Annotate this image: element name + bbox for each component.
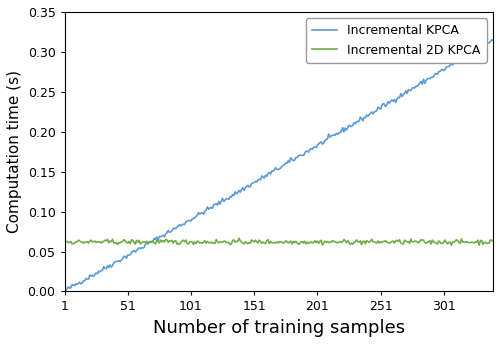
Incremental KPCA <box>436 69 442 74</box>
Incremental 2D KPCA <box>448 243 454 247</box>
Incremental 2D KPCA <box>414 240 420 244</box>
Incremental KPCA <box>124 253 130 257</box>
Incremental KPCA <box>140 246 146 250</box>
Incremental KPCA <box>414 84 420 88</box>
Incremental KPCA <box>406 87 411 92</box>
Incremental 2D KPCA <box>436 239 442 243</box>
Incremental KPCA <box>62 288 68 292</box>
Incremental KPCA <box>322 138 328 142</box>
Incremental KPCA <box>489 38 495 42</box>
Incremental 2D KPCA <box>236 236 242 240</box>
Legend: Incremental KPCA, Incremental 2D KPCA: Incremental KPCA, Incremental 2D KPCA <box>306 18 487 63</box>
X-axis label: Number of training samples: Number of training samples <box>152 319 405 337</box>
Incremental 2D KPCA <box>322 239 328 243</box>
Incremental KPCA <box>490 38 496 42</box>
Incremental 2D KPCA <box>490 238 496 243</box>
Incremental 2D KPCA <box>62 241 68 245</box>
Incremental KPCA <box>63 288 69 292</box>
Incremental 2D KPCA <box>124 240 130 245</box>
Y-axis label: Computation time (s): Computation time (s) <box>7 70 22 233</box>
Incremental 2D KPCA <box>406 239 411 244</box>
Incremental 2D KPCA <box>138 240 144 245</box>
Line: Incremental 2D KPCA: Incremental 2D KPCA <box>64 238 493 245</box>
Line: Incremental KPCA: Incremental KPCA <box>64 40 493 290</box>
